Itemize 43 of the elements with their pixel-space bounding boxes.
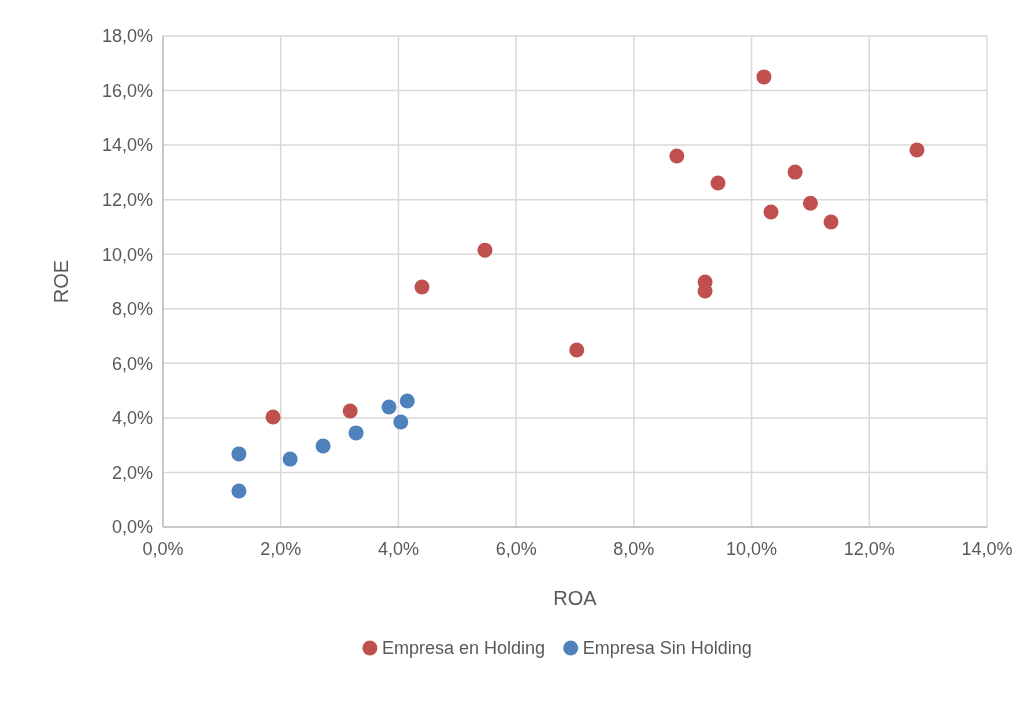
point: [231, 446, 247, 462]
x-tick-label: 6,0%: [495, 539, 537, 559]
point: [787, 164, 803, 180]
x-tick-label: 10,0%: [726, 539, 778, 559]
point: [763, 204, 779, 220]
point: [342, 403, 358, 419]
y-tick-label: 6,0%: [111, 353, 153, 374]
point: [348, 425, 364, 441]
y-tick-label: 18,0%: [101, 26, 153, 47]
point: [823, 214, 839, 230]
point: [569, 342, 585, 358]
point: [756, 69, 772, 85]
x-tick-label: 12,0%: [843, 539, 895, 559]
y-tick-label: 4,0%: [111, 408, 153, 429]
legend-label: Empresa Sin Holding: [582, 638, 752, 659]
y-tick-label: 12,0%: [101, 189, 153, 210]
y-tick-label: 10,0%: [101, 244, 153, 265]
point: [399, 393, 415, 409]
y-axis-title: ROE: [50, 259, 72, 304]
x-tick-label: 0,0%: [142, 539, 184, 559]
point: [909, 142, 925, 158]
point: [477, 242, 493, 258]
y-tick-label: 16,0%: [101, 80, 153, 101]
x-tick-label: 14,0%: [961, 539, 1013, 559]
y-tick-label: 14,0%: [101, 135, 153, 156]
y-tick-label: 8,0%: [111, 299, 153, 320]
x-axis-title: ROA: [553, 587, 598, 609]
x-tick-label: 8,0%: [613, 539, 655, 559]
legend-label: Empresa en Holding: [381, 638, 545, 659]
point: [393, 414, 409, 430]
point: [802, 195, 818, 211]
point: [414, 279, 430, 295]
point: [315, 438, 331, 454]
y-tick-label: 2,0%: [111, 462, 153, 483]
point: [669, 148, 685, 164]
point: [381, 399, 397, 415]
x-tick-label: 4,0%: [377, 539, 419, 559]
y-tick-label: 0,0%: [111, 517, 153, 538]
x-tick-label: 2,0%: [260, 539, 302, 559]
point: [710, 175, 726, 191]
point: [282, 451, 298, 467]
point: [231, 483, 247, 499]
point: [265, 409, 281, 425]
